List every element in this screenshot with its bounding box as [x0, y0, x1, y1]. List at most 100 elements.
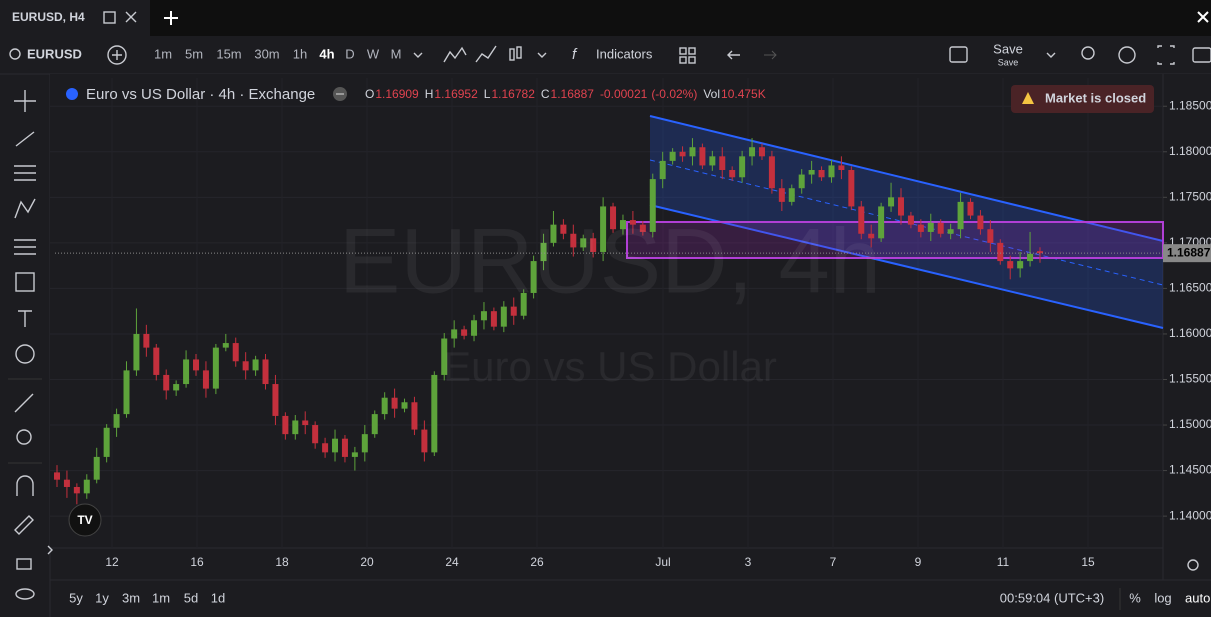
y-tick-label: 1.16000	[1169, 326, 1211, 340]
redo-icon[interactable]	[764, 50, 777, 60]
range-button[interactable]: 1y	[95, 590, 109, 605]
undo-icon[interactable]	[727, 50, 740, 60]
pattern-tool[interactable]	[14, 198, 36, 219]
ruler-tool[interactable]	[14, 393, 34, 413]
chart-background	[50, 74, 1163, 548]
market-closed-badge[interactable]	[1011, 85, 1154, 113]
candle-body	[153, 347, 160, 375]
trendline-tool[interactable]	[15, 131, 35, 147]
range-button[interactable]: 1d	[211, 590, 225, 605]
settings-icon[interactable]	[1118, 46, 1136, 64]
chart-type-dropdown[interactable]	[537, 52, 547, 58]
interval-button[interactable]: 1m	[154, 46, 172, 61]
drawing-mode-tool[interactable]	[14, 515, 34, 535]
log-toggle[interactable]: log	[1154, 590, 1171, 605]
percent-toggle[interactable]: %	[1129, 590, 1141, 605]
range-button[interactable]: 5d	[184, 590, 198, 605]
interval-button[interactable]: 15m	[216, 46, 241, 61]
legend-item: 10.475K	[721, 87, 766, 101]
candle-body	[788, 188, 795, 202]
shape-tool[interactable]	[15, 272, 35, 292]
search-icon[interactable]	[9, 48, 21, 60]
forecast-tool[interactable]	[14, 239, 36, 255]
interval-button[interactable]: D	[345, 46, 354, 61]
candle-body	[471, 320, 478, 336]
candle-body	[550, 224, 557, 243]
candle-body	[381, 397, 388, 415]
zoom-tool[interactable]	[16, 429, 32, 445]
interval-button[interactable]: 1h	[293, 46, 307, 61]
x-tick-label: 12	[105, 555, 119, 569]
candle-body	[391, 397, 398, 409]
fullscreen-select-icon[interactable]	[949, 46, 968, 63]
y-tick-label: 1.14500	[1169, 463, 1211, 477]
logo[interactable]	[68, 503, 102, 537]
legend-item: C	[541, 87, 550, 101]
compare-icon[interactable]	[107, 45, 127, 65]
new-tab-icon[interactable]	[164, 11, 178, 25]
candle-body	[1007, 261, 1014, 269]
tab[interactable]	[0, 0, 150, 36]
candle-body	[808, 169, 815, 175]
text-tool[interactable]	[18, 310, 32, 327]
candle-body	[858, 206, 865, 234]
save-button[interactable]: Save	[993, 41, 1023, 56]
candle-body	[431, 374, 438, 453]
magnet-tool[interactable]	[16, 475, 34, 496]
legend-item: 1.16782	[491, 87, 535, 101]
save-dropdown[interactable]	[1046, 52, 1056, 58]
range-button[interactable]: 5y	[69, 590, 83, 605]
candle-body	[510, 306, 517, 316]
emoji-tool[interactable]	[15, 344, 35, 364]
interval-dropdown[interactable]	[413, 52, 423, 58]
candle-body	[361, 434, 368, 453]
candle-body	[302, 420, 309, 426]
x-tick-label: 18	[275, 555, 289, 569]
interval-button[interactable]: W	[367, 46, 380, 61]
tab-restore-icon[interactable]	[103, 11, 116, 24]
candle-body	[669, 151, 676, 161]
window-close-icon[interactable]	[1197, 11, 1209, 23]
visibility-tool[interactable]	[15, 588, 35, 600]
indicators-button[interactable]: Indicators	[596, 46, 653, 61]
candle-body	[232, 343, 239, 362]
crosshair-tool[interactable]	[14, 90, 36, 112]
layout-icon[interactable]	[679, 47, 687, 55]
range-button[interactable]: 3m	[122, 590, 140, 605]
interval-button[interactable]: 30m	[254, 46, 279, 61]
candle-body	[977, 215, 984, 230]
snapshot-icon[interactable]	[1192, 47, 1211, 63]
indicators-icon[interactable]: f	[572, 46, 578, 63]
axis-settings-icon[interactable]	[1187, 559, 1199, 571]
x-tick-label: 24	[445, 555, 459, 569]
x-tick-label: 9	[915, 555, 922, 569]
candle-body	[421, 429, 428, 453]
candle-icon[interactable]	[509, 48, 515, 61]
alert-icon[interactable]	[1081, 46, 1095, 60]
y-tick-label: 1.16500	[1169, 281, 1211, 295]
fullscreen-icon[interactable]	[1157, 45, 1175, 65]
candle-body	[749, 147, 756, 157]
candle-body	[451, 329, 458, 339]
interval-button[interactable]: 4h	[319, 46, 334, 61]
tab-close-icon[interactable]	[125, 11, 137, 23]
lock-tool[interactable]	[16, 558, 32, 570]
candle-body	[838, 165, 845, 170]
candle-body	[679, 151, 686, 157]
bar-style-icon[interactable]	[443, 46, 467, 63]
watermark-symbol: EURUSD, 4h	[339, 210, 881, 312]
layout-icon	[679, 56, 687, 64]
candle-body	[1017, 261, 1024, 269]
fib-tool[interactable]	[14, 165, 36, 181]
candle-body	[441, 338, 448, 375]
symbol-search[interactable]: EURUSD	[27, 46, 82, 61]
price-axis-bg	[1163, 74, 1211, 580]
scroll-left[interactable]	[47, 545, 53, 555]
interval-button[interactable]: M	[391, 46, 402, 61]
range-button[interactable]: 1m	[152, 590, 170, 605]
line-style-icon[interactable]	[475, 45, 497, 63]
interval-button[interactable]: 5m	[185, 46, 203, 61]
auto-toggle[interactable]: auto	[1185, 590, 1210, 605]
last-price-box	[1163, 244, 1211, 263]
